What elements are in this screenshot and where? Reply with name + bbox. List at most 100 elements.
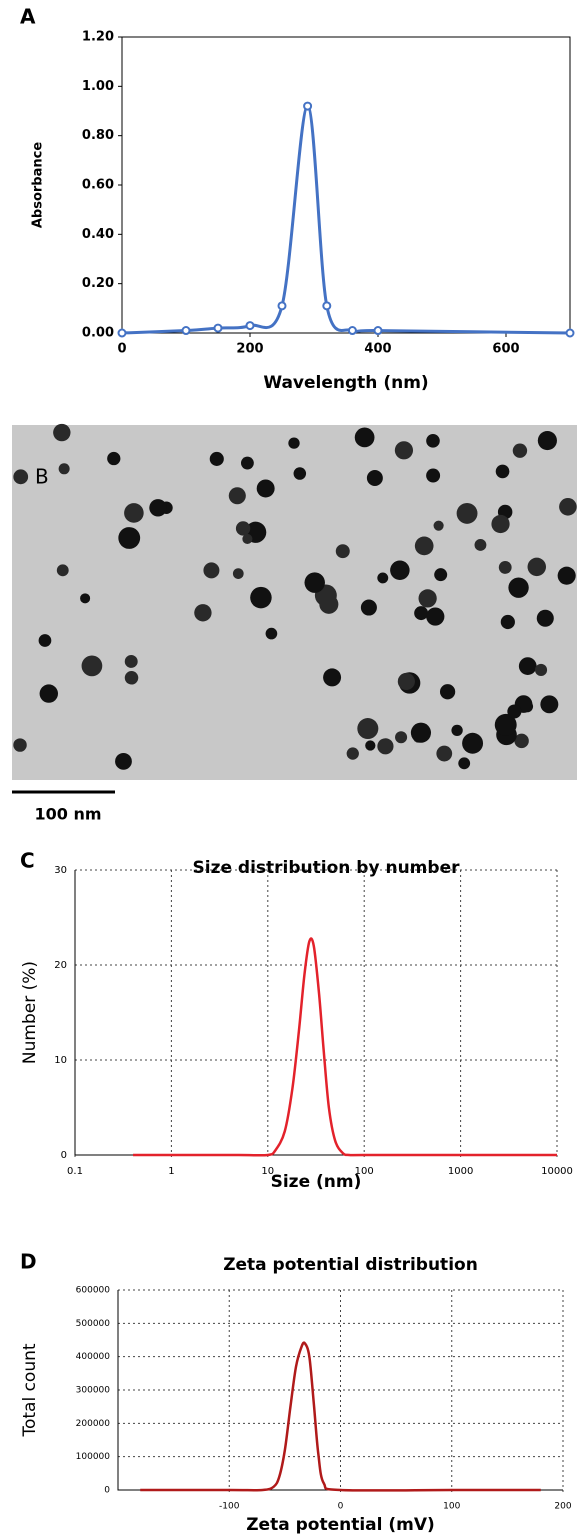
y-tick-label: 1.20 [82,30,114,45]
particle [439,684,456,700]
particle [115,752,132,770]
chart-title: Size distribution by number [193,858,461,878]
chart-title: Zeta potential distribution [223,1255,478,1275]
particle [426,468,441,483]
particle [559,498,577,516]
particle [293,467,307,480]
data-point [213,323,223,333]
panel-label: A [20,5,36,29]
x-tick-label: 100 [443,1502,460,1512]
x-tick-label: 0 [338,1502,344,1512]
data-point [245,321,255,331]
particle [395,731,408,744]
particle [240,456,254,470]
particle [498,561,512,574]
y-tick-label: 0.00 [82,326,114,341]
y-tick-label: 20 [54,960,67,971]
x-tick-label: 100 [355,1166,374,1177]
particle [124,503,144,523]
x-tick-label: 1 [168,1166,174,1177]
y-tick-label: 400000 [76,1352,111,1362]
particle [426,434,440,448]
particle [357,718,379,740]
particle [232,568,244,579]
data-point [303,101,313,111]
particle [366,470,383,487]
particle [451,724,463,737]
particle [418,589,437,608]
x-tick-label: 0.1 [67,1166,83,1177]
x-axis-label: Zeta potential (mV) [246,1515,435,1535]
particle [394,441,414,460]
data-point [181,326,191,336]
particle [456,502,478,524]
particle [518,657,537,675]
particle [536,609,554,627]
particle [265,627,278,640]
y-tick-label: 100000 [76,1452,111,1462]
particle [13,469,29,485]
x-tick-label: 10 [261,1166,274,1177]
particle [56,564,69,577]
particle [436,745,453,762]
x-axis-label: Wavelength (nm) [263,373,428,393]
particle [124,671,139,685]
x-tick-label: 400 [364,342,391,357]
y-axis-label: Number (%) [20,961,40,1064]
particle [235,521,251,536]
data-point [373,326,383,336]
data-line [140,1341,541,1492]
x-tick-label: 10000 [541,1166,573,1177]
plot-frame [121,36,571,334]
particle [414,536,434,556]
particle [256,479,275,498]
y-axis-label: Absorbance [31,142,46,228]
data-point [565,328,575,338]
particle [304,572,325,593]
particle [491,514,510,534]
particle [458,757,471,770]
data-line [121,104,571,335]
particle [534,663,548,676]
particle [377,572,389,584]
particle [346,747,359,760]
particle [203,562,220,579]
data-point [277,301,287,311]
particle [500,614,515,630]
particle [13,738,27,752]
particle [149,499,167,517]
x-tick-label: 0 [117,342,126,357]
y-tick-label: 0 [104,1486,110,1496]
particle [494,713,517,736]
particle [390,560,410,581]
data-point [347,326,357,336]
particle [507,704,522,719]
particle [118,527,141,549]
particle [495,464,510,479]
panel-label: B [35,465,49,489]
x-tick-label: -100 [219,1502,240,1512]
particles [13,423,577,770]
y-tick-label: 0 [61,1150,67,1161]
particle [462,732,484,754]
particle [39,684,58,703]
y-tick-label: 1.00 [82,79,114,94]
y-tick-label: 500000 [76,1319,111,1329]
particle [38,634,52,647]
y-tick-label: 30 [54,865,67,876]
particle [354,427,375,448]
particle [365,740,376,751]
particle [360,599,377,616]
y-tick-label: 10 [54,1055,67,1066]
y-tick-label: 0.60 [82,178,114,193]
particle [228,487,246,505]
particle [242,533,253,544]
particle [377,738,394,755]
tem-image [12,425,577,780]
x-tick-label: 200 [554,1502,571,1512]
scale-bar-label: 100 nm [34,805,101,824]
y-tick-label: 200000 [76,1419,111,1429]
particle [426,607,445,626]
particle [540,695,559,714]
